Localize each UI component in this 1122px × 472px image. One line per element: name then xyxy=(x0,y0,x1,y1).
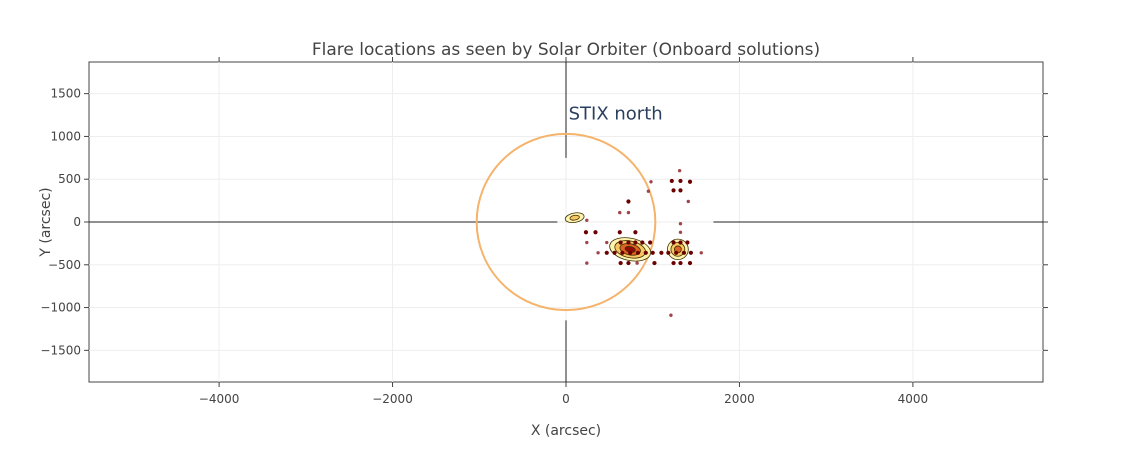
y-tick-label: 1000 xyxy=(50,129,81,143)
x-tick-label: −4000 xyxy=(199,392,240,406)
x-tick-label: 4000 xyxy=(898,392,929,406)
flare-point xyxy=(620,250,625,255)
x-tick-label: −2000 xyxy=(372,392,413,406)
flare-point xyxy=(585,218,589,222)
flare-point xyxy=(678,222,683,226)
flare-point xyxy=(669,178,674,184)
flare-point xyxy=(628,250,633,255)
flare-point xyxy=(585,261,589,265)
flare-point xyxy=(585,240,589,245)
flare-point xyxy=(687,179,693,184)
flare-point xyxy=(699,251,703,255)
flare-point xyxy=(674,250,679,255)
flare-point xyxy=(650,250,655,255)
flare-point xyxy=(626,260,631,266)
y-tick-label: −1000 xyxy=(40,301,81,315)
flare-point xyxy=(583,230,589,235)
y-tick-label: −1500 xyxy=(40,343,81,357)
flare-point xyxy=(635,250,641,255)
flare-point xyxy=(633,230,638,235)
flare-point xyxy=(626,210,631,215)
chart-title: Flare locations as seen by Solar Orbiter… xyxy=(312,40,820,60)
y-tick-label: 0 xyxy=(73,215,81,229)
flare-point xyxy=(678,188,683,193)
flare-point xyxy=(671,260,676,266)
flare-point xyxy=(659,250,664,255)
flare-point xyxy=(678,240,683,245)
flare-point xyxy=(671,188,676,193)
flare-point xyxy=(677,168,682,173)
flare-point xyxy=(681,250,687,255)
flare-point xyxy=(678,178,683,184)
flare-point xyxy=(669,313,673,317)
flare-point xyxy=(617,230,622,235)
x-tick-label: 0 xyxy=(562,392,570,406)
flare-point xyxy=(678,260,683,266)
flare-point xyxy=(649,180,653,184)
flare-point xyxy=(648,240,653,245)
stix-north-annotation: STIX north xyxy=(569,103,663,124)
density-contour xyxy=(667,238,689,261)
x-tick-label: 2000 xyxy=(724,392,755,406)
flare-point xyxy=(666,250,671,255)
flare-point xyxy=(605,240,609,245)
density-contour xyxy=(564,212,585,224)
flare-point xyxy=(618,240,623,245)
flare-point xyxy=(646,189,651,193)
flare-point xyxy=(687,260,693,266)
flare-point xyxy=(686,199,690,204)
contour-level xyxy=(569,214,580,221)
flare-point xyxy=(626,240,631,245)
y-axis-title: Y (arcsec) xyxy=(38,187,54,257)
x-axis-title: X (arcsec) xyxy=(531,423,601,439)
solar-disk-circle xyxy=(475,132,657,312)
y-tick-label: 500 xyxy=(58,172,81,186)
flare-point xyxy=(618,210,622,215)
flare-point xyxy=(593,230,598,235)
flare-point xyxy=(626,199,631,204)
flare-point xyxy=(678,230,683,234)
flare-point xyxy=(688,250,693,255)
flare-point xyxy=(618,260,623,266)
flare-point xyxy=(604,250,609,255)
flare-point xyxy=(633,240,638,245)
flare-point xyxy=(685,240,690,245)
flare-point xyxy=(652,260,657,266)
y-tick-label: −500 xyxy=(48,258,81,272)
flare-point xyxy=(671,240,676,245)
flare-point xyxy=(635,261,639,265)
flare-point xyxy=(596,251,600,255)
flare-point xyxy=(640,240,645,245)
y-tick-label: 1500 xyxy=(50,87,81,101)
flare-point xyxy=(612,250,617,255)
flare-point xyxy=(643,250,648,255)
